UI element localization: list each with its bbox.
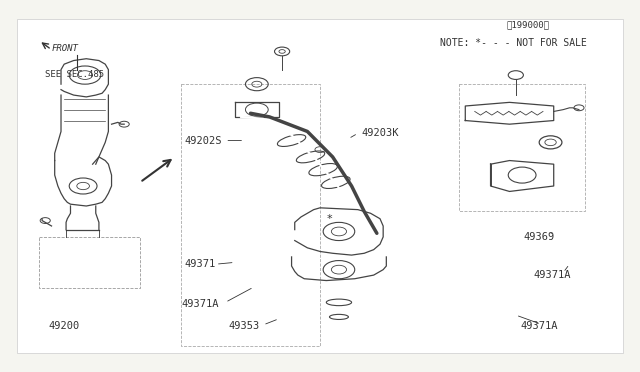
Text: 49371A: 49371A [181,299,218,309]
Bar [181,84,320,346]
Text: 49369: 49369 [524,232,555,242]
Text: 49203K: 49203K [361,128,399,138]
Bar [39,237,140,288]
Text: SEE SEC.485: SEE SEC.485 [45,70,104,79]
Text: 49200: 49200 [49,321,79,331]
Text: *: * [326,214,332,224]
Text: NOTE: *- - - NOT FOR SALE: NOTE: *- - - NOT FOR SALE [440,38,587,48]
Bar [459,84,586,211]
Text: 〇199000・: 〇199000・ [506,21,549,30]
Text: FRONT: FRONT [52,44,79,54]
Text: 49371A: 49371A [521,321,558,331]
Text: 49353: 49353 [228,321,260,331]
Text: 49371: 49371 [184,259,216,269]
Text: 49202S: 49202S [184,135,221,145]
Text: 49371A: 49371A [534,270,571,280]
